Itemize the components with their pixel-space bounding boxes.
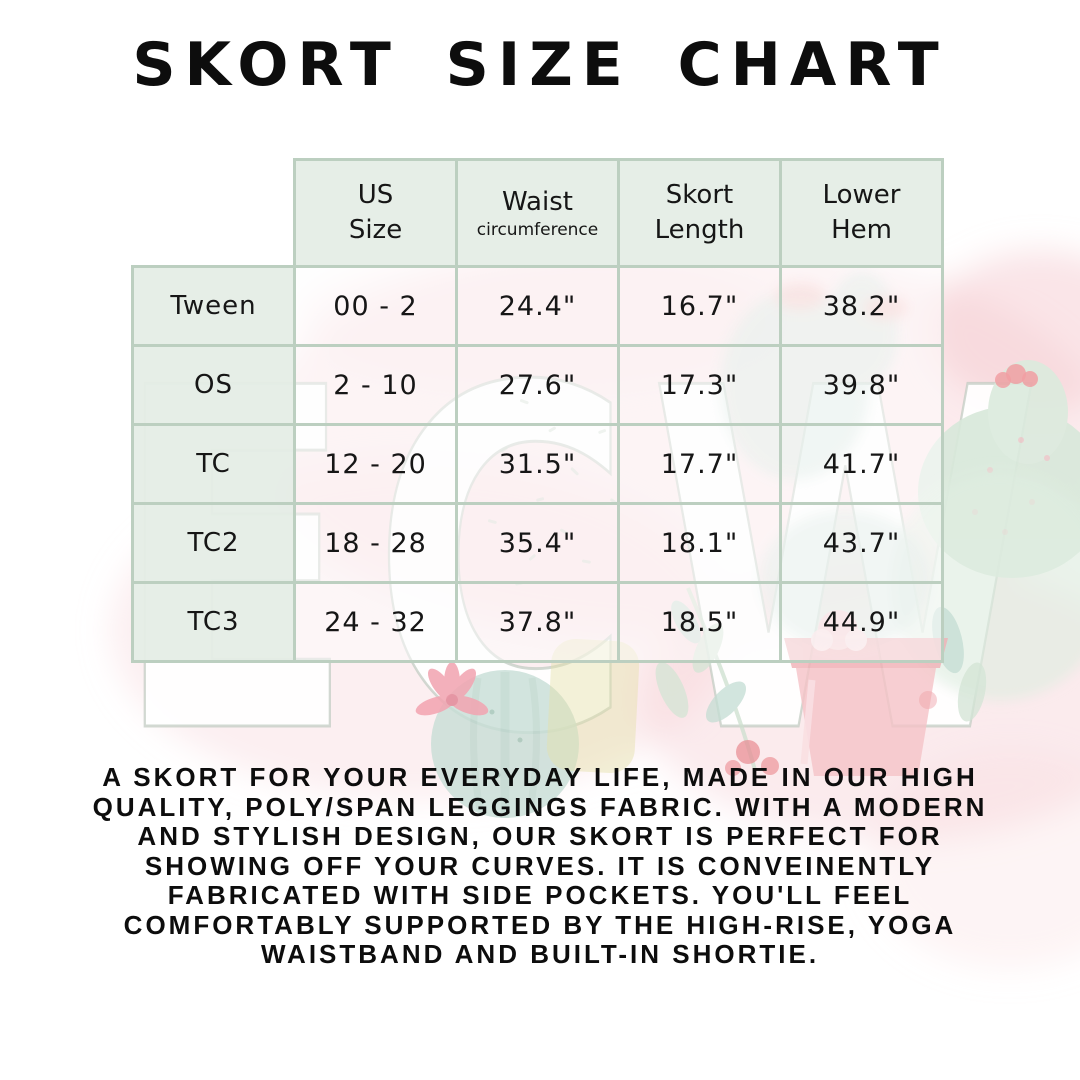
header-row: US Size Waist circumference Skort Length… (133, 158, 944, 268)
waist-cell: 27.6" (455, 344, 620, 426)
page-title: SKORT SIZE CHART (132, 30, 948, 100)
column-header-label: Lower Hem (822, 180, 901, 245)
yellow-strip (546, 639, 640, 773)
us-size-cell: 24 - 32 (293, 581, 458, 663)
column-header-label: Waist (502, 187, 573, 217)
waist-cell: 37.8" (455, 581, 620, 663)
table-row-os: OS 2 - 10 27.6" 17.3" 39.8" (131, 344, 944, 426)
table-row-tween: Tween 00 - 2 24.4" 16.7" 38.2" (131, 265, 944, 347)
row-label: OS (131, 344, 296, 426)
waist-cell: 35.4" (455, 502, 620, 584)
column-header-us-size: US Size (293, 158, 458, 268)
us-size-cell: 18 - 28 (293, 502, 458, 584)
column-header-sublabel: circumference (476, 220, 599, 240)
lower-hem-cell: 43.7" (779, 502, 944, 584)
table-row-tc3: TC3 24 - 32 37.8" 18.5" 44.9" (131, 581, 944, 663)
row-label: TC3 (131, 581, 296, 663)
us-size-cell: 2 - 10 (293, 344, 458, 426)
table-row-tc: TC 12 - 20 31.5" 17.7" 41.7" (131, 423, 944, 505)
row-label: TC2 (131, 502, 296, 584)
lower-hem-cell: 38.2" (779, 265, 944, 347)
lower-hem-cell: 41.7" (779, 423, 944, 505)
column-header-label: US Size (348, 180, 403, 245)
column-header-lower-hem: Lower Hem (779, 158, 944, 268)
row-label: Tween (131, 265, 296, 347)
product-description: A SKORT FOR YOUR EVERYDAY LIFE, MADE IN … (92, 762, 988, 969)
waist-cell: 24.4" (455, 265, 620, 347)
column-header-skort-length: Skort Length (617, 158, 782, 268)
waist-cell: 31.5" (455, 423, 620, 505)
pink-flower (415, 662, 489, 716)
us-size-cell: 00 - 2 (293, 265, 458, 347)
skort-length-cell: 17.7" (617, 423, 782, 505)
us-size-cell: 12 - 20 (293, 423, 458, 505)
skort-length-cell: 18.5" (617, 581, 782, 663)
size-chart-table: US Size Waist circumference Skort Length… (131, 158, 944, 663)
skort-length-cell: 16.7" (617, 265, 782, 347)
skort-length-cell: 17.3" (617, 344, 782, 426)
row-label: TC (131, 423, 296, 505)
lower-hem-cell: 39.8" (779, 344, 944, 426)
column-header-label: Skort Length (654, 180, 745, 245)
column-header-waist: Waist circumference (455, 158, 620, 268)
lower-hem-cell: 44.9" (779, 581, 944, 663)
skort-length-cell: 18.1" (617, 502, 782, 584)
table-row-tc2: TC2 18 - 28 35.4" 18.1" 43.7" (131, 502, 944, 584)
corner-cell (133, 160, 295, 267)
